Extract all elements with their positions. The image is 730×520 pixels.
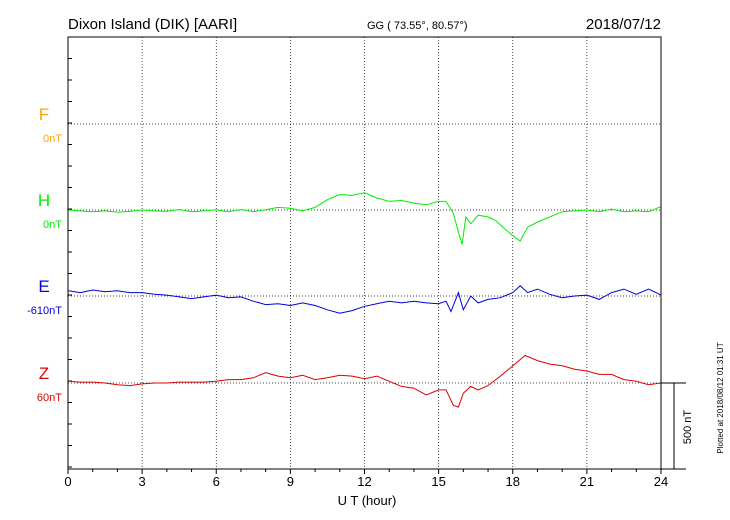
x-tick-label-0: 0: [64, 474, 71, 489]
x-axis-ticks: 0 3 6 9 12 15 18 21 24: [64, 469, 668, 489]
trace-Z: [67, 354, 662, 408]
x-tick-label-15: 15: [431, 474, 445, 489]
series-labels: F 0nT H 0nT E -610nT Z 60nT: [27, 105, 62, 404]
trace-H: [67, 192, 662, 245]
series-baseline-E: -610nT: [27, 305, 62, 317]
station-coords: GG ( 73.55°, 80.57°): [367, 20, 468, 32]
trace-E: [67, 285, 662, 314]
scale-bar-label: 500 nT: [682, 410, 694, 445]
scale-bar: 500 nT: [661, 382, 694, 470]
x-tick-label-12: 12: [357, 474, 371, 489]
x-tick-label-21: 21: [580, 474, 594, 489]
x-tick-label-6: 6: [213, 474, 220, 489]
station-title: Dixon Island (DIK) [AARI]: [68, 16, 237, 33]
series-name-H: H: [38, 191, 50, 210]
series-baseline-H: 0nT: [43, 219, 62, 231]
series-baseline-F: 0nT: [43, 133, 62, 145]
series-baseline-Z: 60nT: [37, 392, 62, 404]
x-tick-label-24: 24: [654, 474, 668, 489]
series-name-Z: Z: [39, 364, 49, 383]
plotted-timestamp: Plotted at 2018/08/12 01:31 UT: [716, 342, 725, 453]
plot-date: 2018/07/12: [586, 16, 661, 33]
x-tick-label-18: 18: [506, 474, 520, 489]
series-name-E: E: [38, 277, 49, 296]
series-name-F: F: [39, 105, 49, 124]
x-tick-label-3: 3: [139, 474, 146, 489]
x-axis-label: U T (hour): [338, 493, 397, 508]
trace-group: [67, 192, 662, 408]
x-tick-label-9: 9: [287, 474, 294, 489]
grid-lines: [68, 36, 661, 469]
